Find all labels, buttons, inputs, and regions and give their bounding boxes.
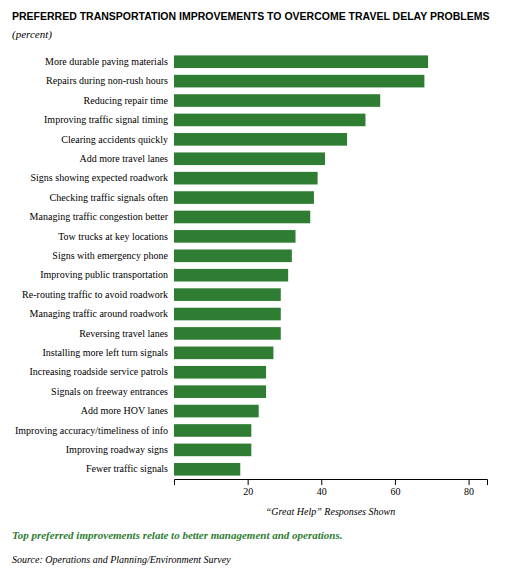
bar: [174, 347, 273, 360]
y-tick: Fewer traffic signals: [86, 463, 168, 474]
y-tick: Add more travel lanes: [79, 153, 168, 164]
bar: [174, 327, 281, 340]
y-tick-label: Tow trucks at key locations: [58, 231, 168, 242]
bar: [174, 385, 266, 398]
y-tick: Re-routing traffic to avoid roadwork: [22, 289, 168, 300]
source: Source: Operations and Planning/Environm…: [12, 554, 231, 565]
y-tick-label: Repairs during non-rush hours: [46, 75, 168, 86]
bar: [174, 172, 318, 185]
y-tick-label: Improving traffic signal timing: [44, 114, 168, 125]
y-tick-label: Fewer traffic signals: [86, 463, 168, 474]
y-tick: Checking traffic signals often: [50, 192, 168, 203]
bar: [174, 230, 296, 243]
y-tick: Improving accuracy/timeliness of info: [15, 425, 168, 436]
bar: [174, 463, 240, 476]
y-tick-label: Increasing roadside service patrols: [29, 366, 168, 377]
bar: [174, 405, 259, 418]
x-tick: 80: [464, 479, 474, 497]
y-tick: Tow trucks at key locations: [58, 231, 168, 242]
y-tick-label: Signs with emergency phone: [52, 250, 168, 261]
y-tick-label: Signs showing expected roadwork: [31, 172, 168, 183]
y-tick: Managing traffic around roadwork: [30, 308, 168, 319]
y-tick: Signals on freeway entrances: [51, 386, 168, 397]
y-tick-label: More durable paving materials: [45, 56, 168, 67]
x-tick: 20: [243, 479, 253, 497]
x-axis-line: [175, 480, 488, 486]
y-tick: Clearing accidents quickly: [61, 134, 168, 145]
x-tick: 60: [390, 479, 400, 497]
bar: [174, 152, 325, 165]
y-tick-label: Signals on freeway entrances: [51, 386, 168, 397]
y-tick-label: Managing traffic congestion better: [30, 211, 169, 222]
y-tick-label: Reducing repair time: [84, 95, 169, 106]
y-tick: Signs showing expected roadwork: [31, 172, 168, 183]
y-tick: Increasing roadside service patrols: [29, 366, 168, 377]
y-tick: Improving traffic signal timing: [44, 114, 168, 125]
y-tick: Reversing travel lanes: [79, 328, 168, 339]
y-tick: Managing traffic congestion better: [30, 211, 169, 222]
title: PREFERRED TRANSPORTATION IMPROVEMENTS TO…: [12, 10, 489, 22]
y-tick-label: Clearing accidents quickly: [61, 134, 168, 145]
y-tick: More durable paving materials: [45, 56, 168, 67]
bar: [174, 444, 251, 457]
x-tick-mark: [321, 479, 322, 485]
x-axis: 20 40 60 80: [175, 479, 488, 497]
y-tick-label: Managing traffic around roadwork: [30, 308, 168, 319]
x-tick-label: 80: [464, 486, 474, 497]
x-tick-mark: [248, 479, 249, 485]
x-tick: 40: [317, 479, 327, 497]
x-tick-mark: [469, 479, 470, 485]
x-axis-title: “Great Help” Responses Shown: [266, 506, 395, 517]
y-tick: Reducing repair time: [84, 95, 169, 106]
bar: [174, 249, 292, 262]
bar: [174, 424, 251, 437]
bar: [174, 55, 428, 68]
bar: [174, 366, 266, 379]
y-tick: Signs with emergency phone: [52, 250, 168, 261]
chart: PREFERRED TRANSPORTATION IMPROVEMENTS TO…: [0, 0, 505, 579]
bar: [174, 269, 288, 282]
y-tick-label: Add more travel lanes: [79, 153, 168, 164]
y-tick-label: Add more HOV lanes: [81, 405, 168, 416]
y-tick: Installing more left turn signals: [42, 347, 168, 358]
y-tick-label: Improving accuracy/timeliness of info: [15, 425, 168, 436]
x-tick-mark: [395, 479, 396, 485]
y-tick: Improving roadway signs: [66, 444, 168, 455]
y-tick-label: Re-routing traffic to avoid roadwork: [22, 289, 168, 300]
subtitle: (percent): [12, 28, 52, 41]
bar: [174, 114, 365, 127]
y-axis: More durable paving materials Repairs dur…: [15, 56, 169, 475]
y-tick: Repairs during non-rush hours: [46, 75, 168, 86]
bar: [174, 288, 281, 301]
bar: [174, 75, 424, 88]
caption: Top preferred improvements relate to bet…: [12, 529, 343, 541]
plot: 20 40 60 80 More durable paving materials Rep…: [15, 55, 488, 497]
y-tick: Improving public transportation: [40, 269, 168, 280]
y-tick-label: Reversing travel lanes: [79, 328, 168, 339]
y-tick-label: Installing more left turn signals: [42, 347, 168, 358]
y-tick-label: Improving roadway signs: [66, 444, 168, 455]
bar: [174, 133, 347, 146]
x-tick-label: 20: [243, 486, 253, 497]
bar: [174, 308, 281, 321]
bar: [174, 94, 380, 107]
x-tick-label: 40: [317, 486, 327, 497]
bar: [174, 191, 314, 204]
bar: [174, 211, 310, 224]
y-tick: Add more HOV lanes: [81, 405, 168, 416]
y-tick-label: Improving public transportation: [40, 269, 168, 280]
y-tick-label: Checking traffic signals often: [50, 192, 168, 203]
bars: [174, 55, 428, 475]
x-tick-label: 60: [390, 486, 400, 497]
